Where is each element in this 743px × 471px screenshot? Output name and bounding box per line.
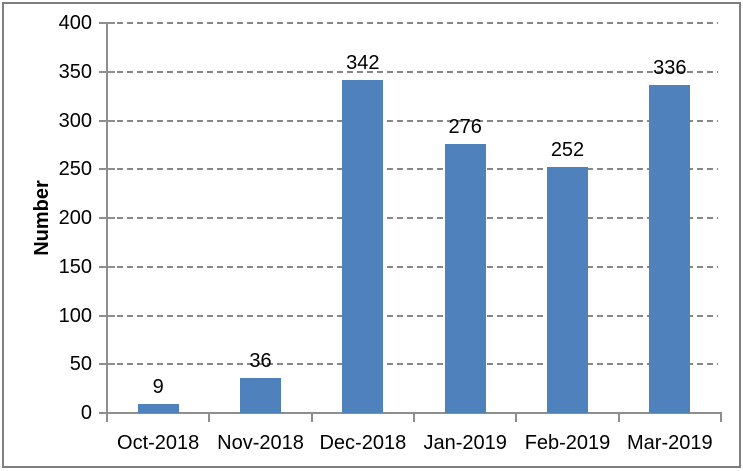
x-tick	[720, 413, 722, 422]
gridline	[107, 22, 718, 24]
y-tick-label: 300	[58, 109, 92, 132]
x-tick-label: Mar-2019	[627, 432, 713, 454]
bar-value-label: 9	[152, 376, 164, 399]
bar	[240, 377, 281, 413]
bar-value-label: 252	[550, 139, 585, 162]
bar	[547, 167, 588, 413]
y-tick-label: 100	[58, 304, 92, 327]
x-tick	[208, 413, 211, 422]
x-tick	[515, 413, 518, 422]
x-tick	[413, 413, 415, 422]
x-tick-label: Jan-2019	[423, 432, 507, 454]
y-tick-label: 0	[80, 402, 92, 424]
bar-value-label: 336	[653, 57, 687, 80]
x-tick-label: Oct-2018	[117, 432, 200, 454]
y-tick-label: 400	[58, 12, 92, 34]
bar-value-label: 342	[346, 51, 380, 74]
y-tick-label: 200	[58, 207, 92, 229]
y-tick-label: 250	[58, 158, 92, 181]
gridline	[107, 217, 718, 219]
gridline	[107, 168, 718, 171]
y-tick-label: 150	[58, 255, 92, 278]
x-tick	[106, 413, 108, 422]
gridline	[107, 265, 718, 268]
bar	[342, 79, 384, 413]
y-tick-label: 350	[58, 60, 92, 83]
gridline	[107, 363, 718, 366]
gridline	[107, 119, 718, 122]
y-tick-label: 50	[69, 353, 92, 376]
x-tick	[310, 413, 313, 422]
y-axis-line	[106, 23, 108, 414]
x-tick	[617, 413, 620, 422]
bar	[649, 85, 691, 413]
bar-value-label: 276	[448, 115, 482, 138]
x-tick-label: Dec-2018	[319, 432, 407, 454]
bar	[444, 143, 486, 413]
x-tick-label: Feb-2019	[524, 432, 611, 454]
bar-value-label: 36	[249, 349, 272, 372]
x-tick-label: Nov-2018	[217, 432, 304, 454]
gridline	[107, 314, 718, 317]
bar	[137, 404, 179, 413]
gridline	[107, 70, 718, 73]
